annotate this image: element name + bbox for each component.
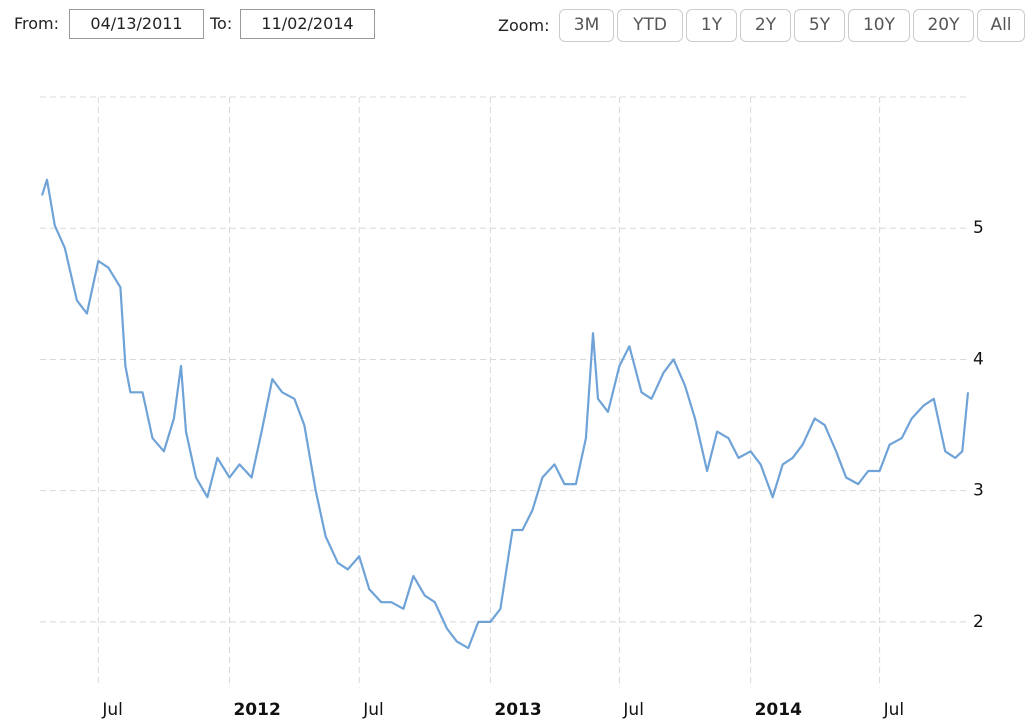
x-tick-label: 2014 [755, 700, 802, 720]
to-label: To: [210, 14, 233, 33]
zoom-button[interactable]: 5Y [794, 9, 845, 42]
zoom-button[interactable]: 1Y [686, 9, 737, 42]
zoom-button[interactable]: 10Y [848, 9, 910, 42]
y-tick-label: 5 [973, 218, 984, 238]
x-tick-label: 2012 [233, 700, 280, 720]
zoom-button[interactable]: 20Y [913, 9, 974, 42]
y-tick-label: 2 [973, 612, 984, 632]
zoom-button[interactable]: 3M [559, 9, 614, 42]
x-tick-label: Jul [622, 700, 644, 720]
x-tick-label: Jul [362, 700, 384, 720]
price-line [40, 178, 970, 650]
zoom-label: Zoom: [498, 16, 550, 35]
zoom-button[interactable]: All [977, 9, 1025, 42]
zoom-button[interactable]: 2Y [740, 9, 791, 42]
zoom-button[interactable]: YTD [617, 9, 683, 42]
y-tick-label: 3 [973, 481, 984, 501]
x-tick-label: Jul [883, 700, 905, 720]
from-input[interactable]: 04/13/2011 [69, 9, 204, 39]
y-tick-label: 4 [973, 349, 984, 369]
to-input[interactable]: 11/02/2014 [240, 9, 375, 39]
x-tick-label: 2013 [494, 700, 541, 720]
from-label: From: [14, 14, 60, 33]
x-tick-label: Jul [101, 700, 123, 720]
